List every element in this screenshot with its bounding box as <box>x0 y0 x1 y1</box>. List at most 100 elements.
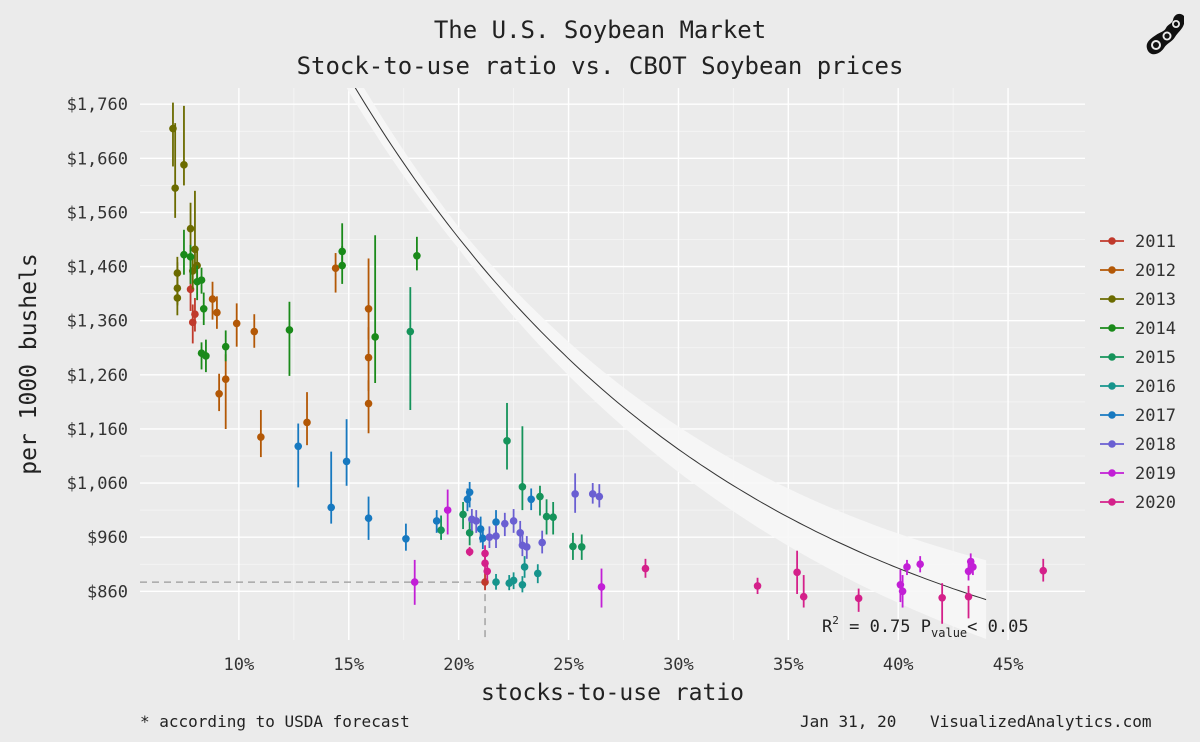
x-axis-title: stocks-to-use ratio <box>481 680 744 706</box>
legend-key-point <box>1108 469 1116 477</box>
footnote: * according to USDA forecast <box>140 712 410 731</box>
legend-item-2017: 2017 <box>1100 406 1176 426</box>
data-point <box>485 533 494 541</box>
legend-key-point <box>1108 353 1116 361</box>
data-point <box>969 563 977 571</box>
legend-item-2020: 2020 <box>1100 493 1176 513</box>
data-point <box>538 538 546 547</box>
data-point <box>854 594 863 603</box>
legend-key-point <box>1108 324 1116 332</box>
x-tick-label: 40% <box>883 655 914 675</box>
x-tick-label: 10% <box>224 655 255 675</box>
data-point <box>509 517 518 525</box>
data-point <box>402 535 410 543</box>
legend-item-2014: 2014 <box>1100 319 1176 339</box>
data-point <box>294 442 303 451</box>
data-point <box>465 529 474 537</box>
y-tick-label: $1,160 <box>67 420 128 440</box>
data-point <box>232 319 241 328</box>
data-point <box>492 578 500 586</box>
data-point <box>964 592 973 601</box>
series-2020 <box>465 545 1048 624</box>
legend-item-2018: 2018 <box>1100 435 1176 455</box>
y-tick-label: $1,760 <box>67 95 128 115</box>
legend-label: 2014 <box>1135 319 1176 339</box>
soybean-pod-icon <box>1146 13 1184 55</box>
y-tick-label: $1,260 <box>67 366 128 386</box>
data-point <box>186 224 195 233</box>
y-tick-label: $960 <box>87 528 128 548</box>
legend-key-point <box>1108 237 1116 245</box>
data-point <box>173 294 182 302</box>
data-point <box>522 543 531 551</box>
data-point <box>285 326 294 334</box>
data-point <box>483 567 492 576</box>
data-point <box>465 547 474 556</box>
data-point <box>221 342 230 351</box>
legend-item-2012: 2012 <box>1100 261 1176 281</box>
data-point <box>938 593 946 602</box>
data-point <box>432 517 441 525</box>
data-point <box>481 549 489 558</box>
data-point <box>327 503 335 512</box>
legend-label: 2017 <box>1135 406 1176 426</box>
data-point <box>753 582 762 590</box>
y-tick-label: $1,560 <box>67 203 128 223</box>
data-point <box>188 318 197 327</box>
legend-label: 2015 <box>1135 348 1176 368</box>
legend-key-point <box>1108 295 1116 303</box>
legend-item-2013: 2013 <box>1100 290 1176 310</box>
series-2018 <box>468 473 604 559</box>
data-point <box>364 514 373 523</box>
x-tick-label: 45% <box>993 655 1024 675</box>
data-point <box>793 568 801 577</box>
y-tick-label: $1,360 <box>67 312 128 332</box>
data-point <box>180 250 188 259</box>
data-point <box>799 592 808 601</box>
legend-key-point <box>1108 440 1116 448</box>
series-2017 <box>294 419 535 551</box>
data-point <box>364 305 373 313</box>
data-point <box>479 534 487 543</box>
data-point <box>527 495 535 504</box>
data-point <box>569 542 577 551</box>
data-point <box>202 352 210 360</box>
data-point <box>503 437 511 445</box>
confidence-band <box>346 88 987 639</box>
data-point <box>303 418 311 427</box>
data-point <box>518 483 527 491</box>
y-axis-title: per 1000 bushels <box>16 253 42 475</box>
x-tick-label: 20% <box>443 655 474 675</box>
data-point <box>371 333 379 341</box>
series-2014 <box>180 223 421 383</box>
legend-label: 2012 <box>1135 261 1176 281</box>
data-point <box>597 583 606 591</box>
data-point <box>898 587 907 596</box>
data-point <box>533 569 542 578</box>
legend-label: 2020 <box>1135 493 1176 513</box>
x-tick-label: 30% <box>663 655 694 675</box>
legend-label: 2016 <box>1135 377 1176 397</box>
data-point <box>577 543 586 551</box>
legend-item-2019: 2019 <box>1100 464 1176 484</box>
data-point <box>542 512 551 521</box>
y-tick-label: $860 <box>87 582 128 602</box>
data-point <box>472 517 481 525</box>
x-tick-label: 35% <box>773 655 804 675</box>
data-point <box>518 581 527 589</box>
legend-key-point <box>1108 266 1116 274</box>
data-point <box>364 353 373 362</box>
data-point <box>410 578 419 586</box>
fit-annotation: R2 = 0.75 Pvalue< 0.05 <box>822 614 1029 640</box>
y-tick-label: $1,060 <box>67 474 128 494</box>
data-point <box>459 510 467 519</box>
data-point <box>588 490 597 498</box>
legend-key-point <box>1108 382 1116 390</box>
y-tick-label: $1,460 <box>67 258 128 278</box>
data-point <box>186 253 195 261</box>
data-point <box>549 513 557 521</box>
data-point <box>492 518 500 526</box>
data-point <box>197 276 206 284</box>
data-point <box>180 161 188 169</box>
